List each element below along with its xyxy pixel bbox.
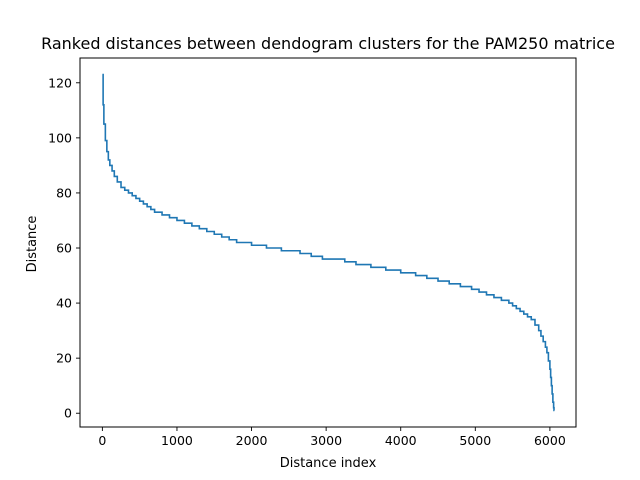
plot-area: 0 1000 2000 3000 4000 5000 6000 0 20 40 60 80 100 120 — [48, 58, 576, 448]
series-line-0 — [102, 75, 554, 411]
y-axis-label: Distance — [25, 216, 40, 273]
x-tick-label-5: 5000 — [459, 433, 491, 448]
y-tick-label-1: 20 — [56, 351, 72, 366]
x-tick-label-6: 6000 — [534, 433, 566, 448]
x-tick-label-0: 0 — [98, 433, 106, 448]
y-tick-label-4: 80 — [56, 185, 72, 200]
x-tick-label-3: 3000 — [310, 433, 342, 448]
y-tick-label-2: 40 — [56, 296, 72, 311]
axes-frame — [80, 58, 576, 427]
chart-title: Ranked distances between dendogram clust… — [41, 34, 615, 53]
x-tick-label-4: 4000 — [385, 433, 417, 448]
x-axis-label: Distance index — [280, 456, 377, 471]
y-tick-label-6: 120 — [48, 75, 72, 90]
y-tick-label-0: 0 — [64, 406, 72, 421]
x-tick-label-2: 2000 — [236, 433, 268, 448]
x-tick-label-1: 1000 — [161, 433, 193, 448]
y-tick-label-5: 100 — [48, 130, 72, 145]
y-tick-label-3: 60 — [56, 241, 72, 256]
